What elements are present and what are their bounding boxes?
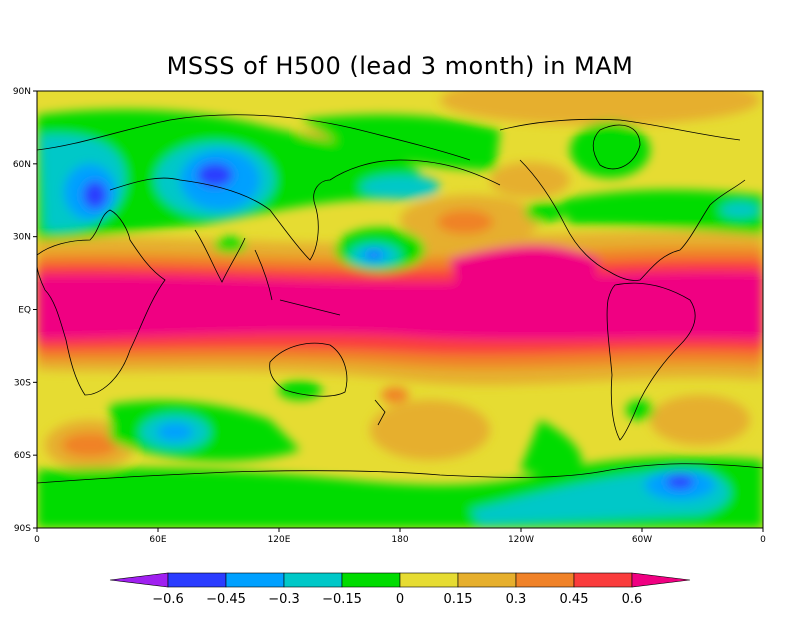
lon-tick-label: 180 xyxy=(391,535,408,545)
lon-tick-label: 0 xyxy=(34,535,40,545)
lon-tick-label: 0 xyxy=(760,535,766,545)
colorbar-swatch xyxy=(457,572,517,588)
lat-tick-label: 30S xyxy=(14,378,31,388)
colorbar-swatch xyxy=(167,572,227,588)
lat-tick-label: 30N xyxy=(13,233,31,243)
colorbar-swatch xyxy=(283,572,343,588)
colorbar-swatch xyxy=(399,572,459,588)
lat-tick-label: 60S xyxy=(14,451,31,461)
colorbar-label: −0.6 xyxy=(152,592,184,607)
lon-tick-label: 60W xyxy=(632,535,652,545)
colorbar-under-triangle xyxy=(109,572,169,588)
colorbar-label: −0.45 xyxy=(206,592,246,607)
colorbar-swatch xyxy=(573,572,633,588)
lat-tick-label: 60N xyxy=(13,160,31,170)
colorbar-label: 0.15 xyxy=(444,592,473,607)
lat-tick-label: 90N xyxy=(13,87,31,97)
lon-tick-label: 60E xyxy=(149,535,166,545)
lat-tick-label: 90S xyxy=(14,524,31,534)
colorbar-swatch xyxy=(515,572,575,588)
colorbar-label: −0.15 xyxy=(322,592,362,607)
colorbar-label: 0.6 xyxy=(622,592,643,607)
map-title: MSSS of H500 (lead 3 month) in MAM xyxy=(166,52,634,80)
colorbar-label: 0.3 xyxy=(506,592,527,607)
lat-tick-label: EQ xyxy=(18,306,31,316)
colorbar-swatch xyxy=(341,572,401,588)
colorbar-label: −0.3 xyxy=(268,592,300,607)
contour-field xyxy=(37,91,763,528)
coastlines xyxy=(37,114,763,484)
lon-tick-label: 120W xyxy=(508,535,534,545)
colorbar-label: 0.45 xyxy=(560,592,589,607)
colorbar-swatch xyxy=(225,572,285,588)
colorbar: −0.6 −0.45 −0.3 −0.15 0 0.15 0.3 0.45 0.6 xyxy=(109,572,691,607)
colorbar-label: 0 xyxy=(396,592,404,607)
colorbar-over-triangle xyxy=(631,572,691,588)
lon-tick-label: 120E xyxy=(268,535,291,545)
